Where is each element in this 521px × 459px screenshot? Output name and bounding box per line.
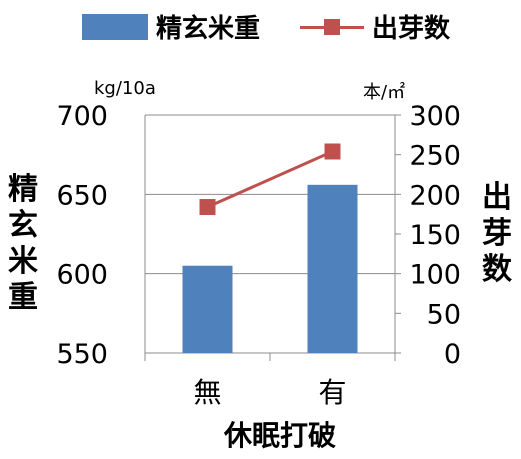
- legend-item-line: 出芽数: [300, 8, 450, 45]
- left-tick-label: 700: [56, 101, 108, 132]
- legend-line-label: 出芽数: [372, 14, 451, 44]
- line-marker-無: [199, 199, 216, 216]
- right-tick-label: 100: [409, 260, 461, 291]
- x-tick-label: 有: [318, 376, 346, 409]
- legend-bar-swatch: [82, 13, 148, 40]
- right-tick-label: 200: [409, 180, 461, 211]
- right-tick-label: 150: [409, 220, 461, 251]
- legend: 精玄米重 出芽数: [82, 8, 450, 45]
- line-marker-有: [324, 143, 341, 160]
- left-tick-label: 600: [56, 260, 108, 291]
- legend-line-swatch: [300, 14, 365, 40]
- left-tick-label: 650: [56, 180, 108, 211]
- right-axis-title: 出芽数: [482, 180, 512, 287]
- right-tick-label: 50: [427, 299, 461, 330]
- left-axis-unit: kg/10a: [94, 78, 156, 99]
- bar-有: [307, 184, 358, 353]
- legend-item-bar: 精玄米重: [82, 8, 260, 45]
- line-series: [206, 150, 334, 209]
- right-tick-label: 250: [409, 141, 461, 172]
- right-tick-label: 0: [444, 339, 461, 370]
- right-tick-label: 300: [409, 101, 461, 132]
- left-tick-label: 550: [56, 339, 108, 370]
- legend-bar-label: 精玄米重: [156, 14, 261, 44]
- x-axis-title: 休眠打破: [223, 419, 336, 452]
- x-tick-label: 無: [193, 376, 221, 409]
- right-axis-unit: 本/㎡: [363, 82, 406, 103]
- left-axis-title: 精玄米重: [8, 172, 38, 315]
- bar-無: [182, 265, 233, 353]
